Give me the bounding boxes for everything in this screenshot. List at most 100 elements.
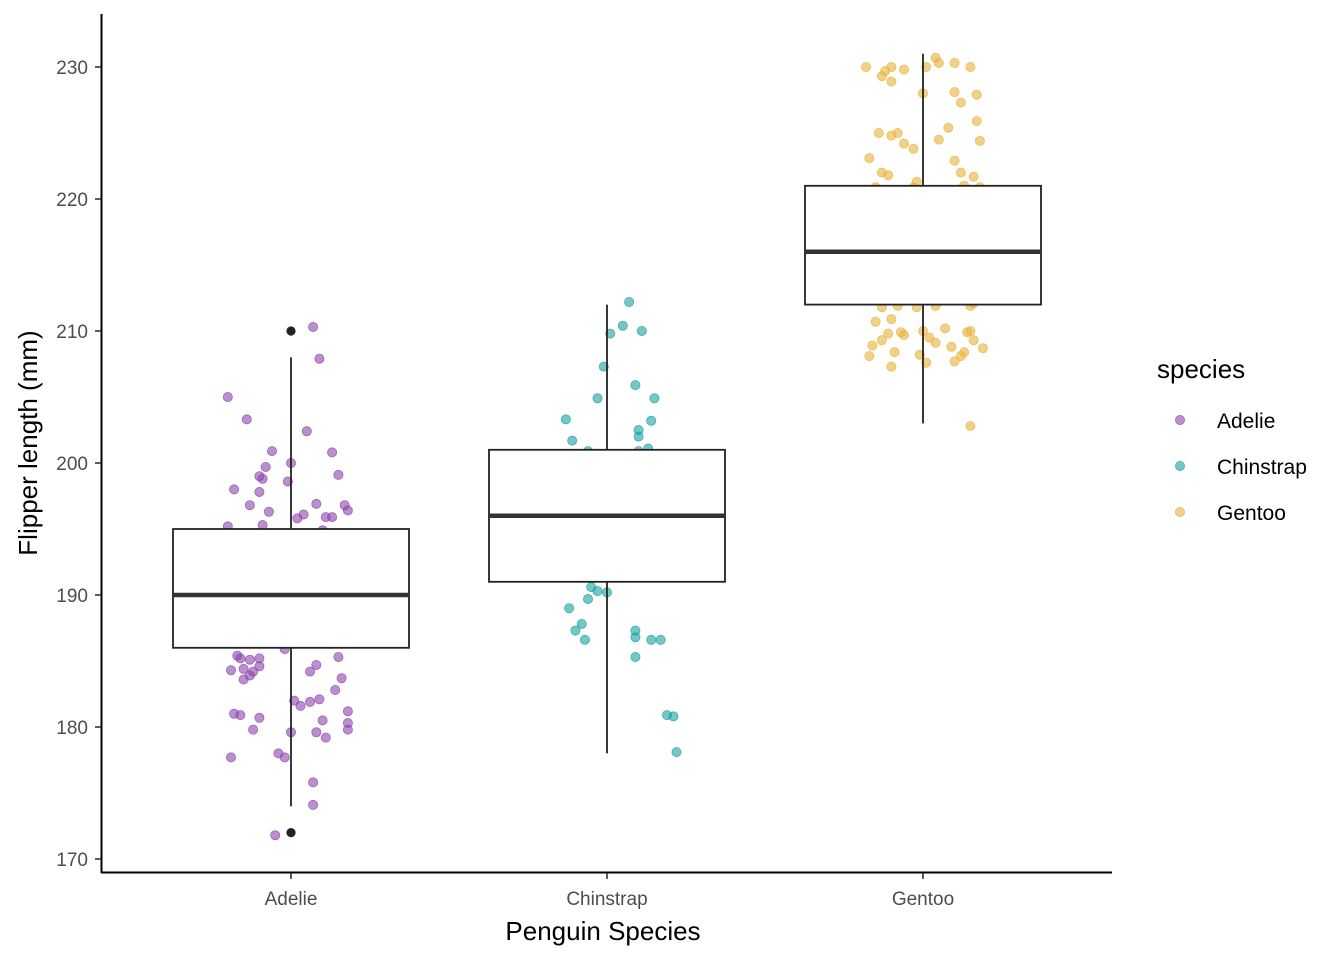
y-tick-label: 230 [56,58,88,79]
data-point-gentoo [965,420,976,431]
box-adelie [172,528,410,649]
data-point-adelie [333,652,344,663]
data-point-adelie [314,694,325,705]
data-point-gentoo [968,335,979,346]
jitter-points-layer [222,52,989,841]
data-point-gentoo [867,340,878,351]
data-point-gentoo [883,170,894,181]
box-gentoo [804,184,1042,306]
x-tick-label: Adelie [265,889,318,910]
data-point-chinstrap [583,594,594,605]
y-axis-title: Flipper length (mm) [13,330,43,555]
data-point-adelie [317,715,328,726]
data-point-adelie [235,710,246,721]
data-point-gentoo [971,89,982,100]
data-point-gentoo [864,351,875,362]
data-point-gentoo [968,171,979,182]
y-tick-label: 200 [56,454,88,475]
data-point-adelie [225,752,236,763]
data-point-adelie [248,666,259,677]
data-point-adelie [279,752,290,763]
data-point-gentoo [965,325,976,336]
data-point-gentoo [876,335,887,346]
legend-title: species [1157,354,1245,384]
data-point-gentoo [930,337,941,348]
data-point-gentoo [899,64,910,75]
data-point-adelie [244,654,255,665]
data-point-adelie [241,414,252,425]
data-point-adelie [333,469,344,480]
legend-key-adelie [1175,414,1186,425]
data-point-adelie [229,484,240,495]
data-point-chinstrap [567,435,578,446]
data-point-adelie [298,509,309,520]
data-point-adelie [282,476,293,487]
data-point-chinstrap [668,711,679,722]
data-point-chinstrap [633,431,644,442]
data-point-adelie [235,653,246,664]
data-point-adelie [263,506,274,517]
y-tick-label: 220 [56,190,88,211]
y-tick-label: 210 [56,322,88,343]
data-point-adelie [244,500,255,511]
y-tick-label: 170 [56,850,88,871]
data-point-gentoo [883,328,894,339]
legend: species Adelie Chinstrap Gentoo [1157,354,1307,525]
data-point-gentoo [949,155,960,166]
data-point-chinstrap [576,619,587,630]
data-point-adelie [254,712,265,723]
data-point-chinstrap [630,652,641,663]
data-point-adelie [304,696,315,707]
data-point-adelie [254,661,265,672]
data-point-adelie [304,666,315,677]
data-point-adelie [248,724,259,735]
data-point-chinstrap [655,634,666,645]
data-point-gentoo [886,62,897,73]
data-point-adelie [336,673,347,684]
legend-items: Adelie Chinstrap Gentoo [1175,410,1307,525]
legend-label-chinstrap: Chinstrap [1217,456,1307,479]
data-point-chinstrap [579,634,590,645]
data-point-chinstrap [560,414,571,425]
data-point-gentoo [892,127,903,138]
data-point-gentoo [974,135,985,146]
data-point-chinstrap [592,586,603,597]
data-point-chinstrap [646,634,657,645]
data-point-adelie [311,660,322,671]
data-point-adelie [301,426,312,437]
data-point-gentoo [886,314,897,325]
data-point-gentoo [959,347,970,358]
axes-layer [100,14,1112,874]
data-point-gentoo [921,62,932,73]
data-point-gentoo [921,357,932,368]
data-point-adelie [270,830,281,841]
data-point-gentoo [946,341,957,352]
data-point-chinstrap [605,328,616,339]
data-point-adelie [342,505,353,516]
data-point-adelie [266,446,277,457]
data-point-gentoo [886,361,897,372]
data-point-chinstrap [636,325,647,336]
data-point-gentoo [949,87,960,98]
x-axis-title: Penguin Species [505,916,700,946]
data-point-adelie [320,732,331,743]
legend-label-gentoo: Gentoo [1217,502,1286,525]
y-ticks-layer: 170 180 190 200 210 220 230 [56,58,101,871]
data-point-gentoo [908,143,919,154]
x-ticks-layer: Adelie Chinstrap Gentoo [265,873,954,910]
data-point-gentoo [861,62,872,73]
data-point-gentoo [876,71,887,82]
data-point-gentoo [933,134,944,145]
data-point-gentoo [889,347,900,358]
data-point-chinstrap [570,625,581,636]
data-point-chinstrap [649,393,660,404]
data-point-adelie [311,727,322,738]
data-point-gentoo [978,343,989,354]
data-point-gentoo [899,138,910,149]
data-point-gentoo [886,76,897,87]
data-point-adelie [260,461,271,472]
data-point-gentoo [870,316,881,327]
data-point-adelie [254,486,265,497]
data-point-gentoo [971,116,982,127]
data-point-gentoo [965,62,976,73]
